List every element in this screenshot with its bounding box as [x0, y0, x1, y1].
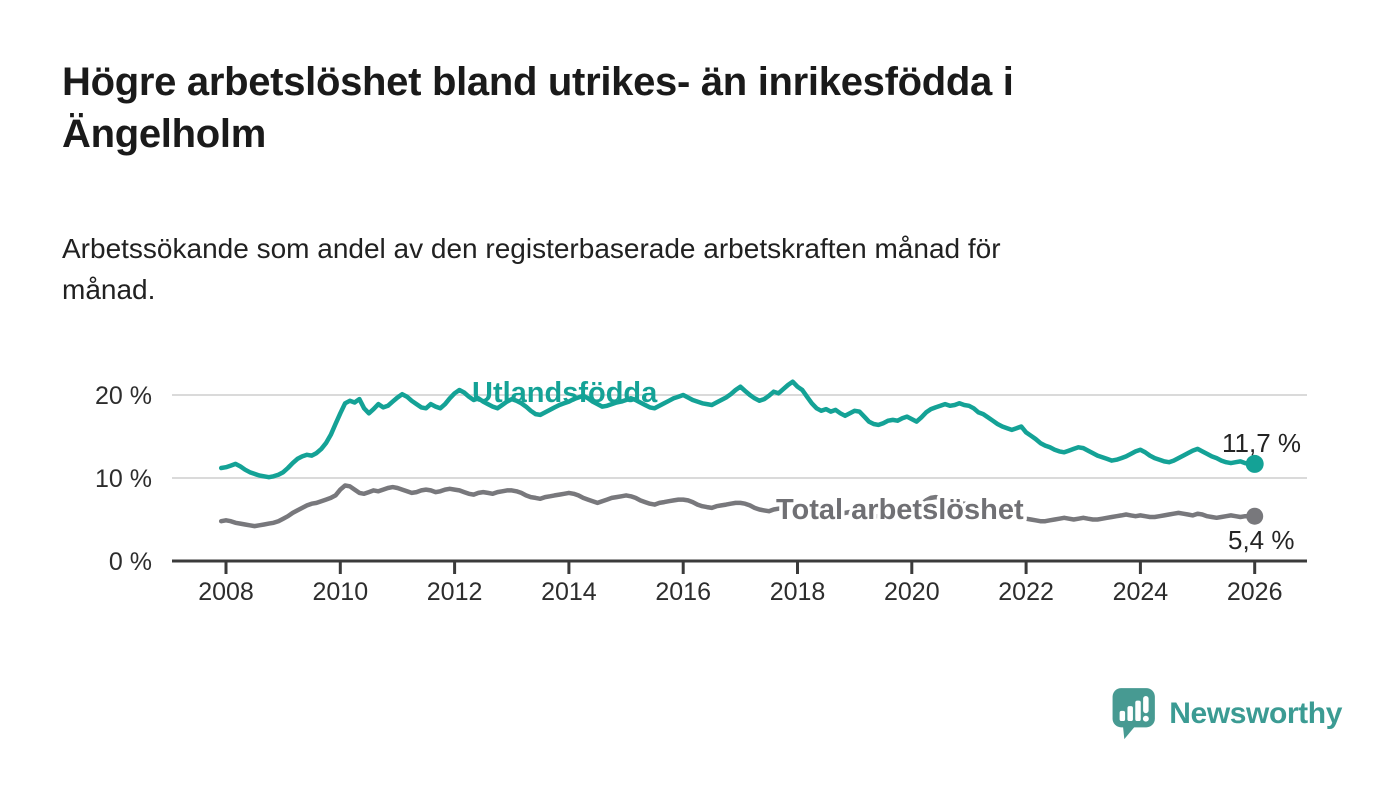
series-label-utlandsfodda: Utlandsfödda — [472, 377, 658, 409]
y-tick-label: 0 % — [109, 548, 152, 576]
y-tick-label: 20 % — [95, 382, 152, 410]
x-tick-label: 2008 — [198, 578, 254, 606]
newsworthy-speech-bubble-barchart-icon — [1112, 688, 1156, 740]
x-tick-label: 2016 — [655, 578, 711, 606]
gridlines — [172, 394, 1307, 479]
x-axis-ticks: 2008 2010 2012 2014 2016 2018 2020 2022 2024 2026 — [198, 562, 1283, 606]
x-tick-label: 2014 — [541, 578, 597, 606]
x-tick-label: 2020 — [884, 578, 940, 606]
x-tick-label: 2018 — [770, 578, 826, 606]
end-value-label-total-arbetsloshet: 5,4 % — [1228, 525, 1295, 555]
x-tick-label: 2026 — [1227, 578, 1283, 606]
series-label-total-arbetsloshet: Total arbetslöshet — [776, 494, 1024, 526]
chart-subtitle-line-1: Arbetssökande som andel av den registerb… — [62, 233, 1001, 264]
series-endpoint-utlandsfodda — [1245, 454, 1264, 473]
y-tick-label: 10 % — [95, 465, 152, 493]
x-tick-label: 2024 — [1113, 578, 1169, 606]
newsworthy-brand-text: Newsworthy — [1169, 697, 1342, 730]
page-title: Högre arbetslöshet bland utrikes- än inr… — [62, 56, 1242, 160]
x-tick-label: 2010 — [312, 578, 368, 606]
series-endpoint-total-arbetsloshet — [1246, 507, 1264, 525]
y-axis-labels: 0 % 10 % 20 % — [95, 382, 152, 576]
chart-subtitle-line-2: månad. — [62, 274, 156, 306]
newsworthy-logo: Newsworthy — [1111, 686, 1342, 742]
x-tick-label: 2012 — [427, 578, 483, 606]
series-line-utlandsfodda — [218, 379, 1257, 480]
end-value-label-utlandsfodda: 11,7 % — [1222, 428, 1301, 458]
page-title-line-2: Ängelholm — [62, 112, 266, 156]
x-tick-label: 2022 — [998, 578, 1054, 606]
page-title-line-1: Högre arbetslöshet bland utrikes- än inr… — [62, 60, 1014, 104]
series-line-total-arbetsloshet — [218, 483, 1257, 529]
chart-subtitle: Arbetssökande som andel av den registerb… — [62, 228, 1262, 310]
